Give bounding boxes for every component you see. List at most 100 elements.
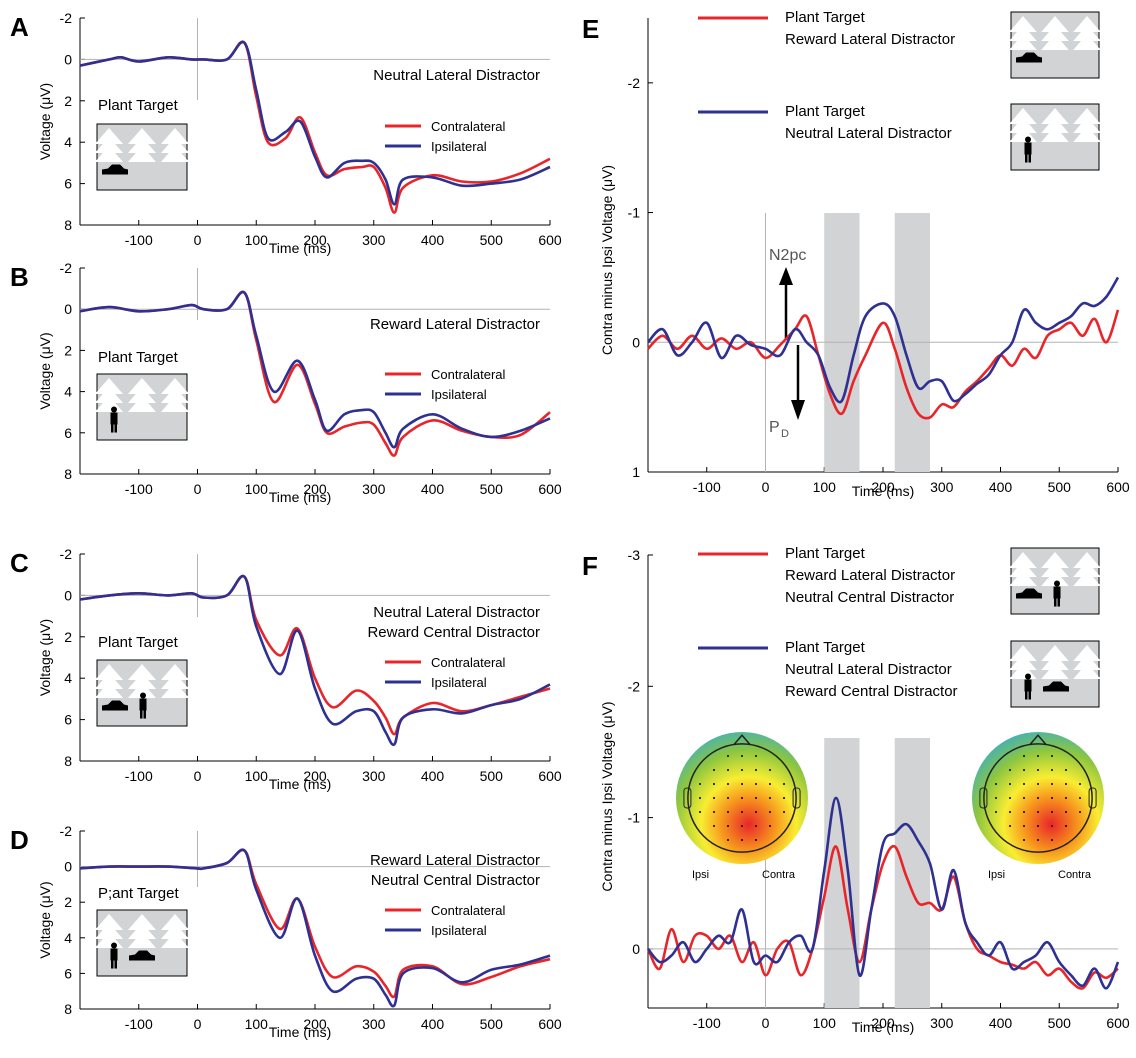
electrode-dot — [741, 769, 743, 771]
tree-icon — [1041, 663, 1069, 679]
y-tick-label: 2 — [64, 342, 72, 358]
x-tick-label: 100 — [245, 481, 269, 497]
analysis-window — [894, 738, 930, 1008]
x-tick-label: 500 — [480, 768, 504, 784]
y-axis-label: Voltage (μV) — [37, 332, 53, 409]
x-tick-label: 200 — [871, 479, 895, 495]
person-leg-icon — [114, 424, 117, 433]
electrode-dot — [755, 825, 757, 827]
legend-label: Neutral Lateral Distractor — [785, 125, 952, 142]
electrode-dot — [755, 769, 757, 771]
x-tick-label: -100 — [125, 768, 153, 784]
electrode-dot — [699, 797, 701, 799]
electrode-dot — [741, 797, 743, 799]
ear-icon — [1088, 787, 1097, 809]
electrode-dot — [727, 797, 729, 799]
panel-letter: E — [582, 14, 599, 44]
y-tick-label: -2 — [60, 823, 73, 839]
x-tick-label: 600 — [538, 232, 562, 248]
electrode-dot — [1009, 769, 1011, 771]
person-head-icon — [1054, 580, 1060, 587]
legend-label: Plant Target — [785, 639, 866, 656]
electrode-dot — [755, 783, 757, 785]
electrode-dot — [995, 811, 997, 813]
person-leg-icon — [140, 710, 143, 719]
electrode-dot — [1079, 783, 1081, 785]
electrode-dot — [1023, 825, 1025, 827]
tree-icon — [94, 146, 124, 162]
tree-icon — [94, 664, 124, 680]
electrode-dot — [995, 783, 997, 785]
target-label: Plant Target — [98, 349, 179, 366]
panel-b: -2 0 2 4 6 8 -100 0 100 200 300 400 500 600 B Time (ms)… — [10, 260, 562, 505]
tree-icon — [127, 664, 157, 680]
electrode-dot — [741, 839, 743, 841]
y-tick-label: -2 — [60, 10, 73, 26]
electrode-dot — [741, 783, 743, 785]
y-tick-label: 0 — [632, 334, 640, 350]
tree-icon — [160, 387, 190, 403]
person-head-icon — [111, 406, 117, 413]
legend-label: Neutral Central Distractor — [785, 589, 954, 606]
electrode-dot — [1037, 783, 1039, 785]
panel-e: -2 -1 0 1 -100 0 100 200 300 400 500 600 E Time (ms) C… — [582, 9, 1130, 499]
tree-icon — [1073, 34, 1101, 50]
topo-label-ipsi: Ipsi — [988, 869, 1005, 881]
x-tick-label: 0 — [194, 1016, 202, 1032]
electrode-dot — [755, 839, 757, 841]
x-tick-label: 400 — [989, 479, 1013, 495]
electrode-dot — [713, 797, 715, 799]
tree-icon — [1073, 25, 1101, 41]
person-leg-icon — [1057, 598, 1060, 607]
series-ipsilateral-line — [79, 574, 551, 747]
person-icon — [110, 948, 118, 961]
tree-icon — [160, 664, 190, 680]
panel-c: -2 0 2 4 6 8 -100 0 100 200 300 400 500 600 C Time (ms)… — [10, 546, 562, 792]
x-axis-label: Time (ms) — [269, 240, 331, 256]
tree-icon — [94, 673, 124, 689]
tree-icon — [160, 137, 190, 153]
y-tick-label: 4 — [64, 134, 72, 150]
legend-label: Contralateral — [431, 655, 506, 670]
electrode-dot — [769, 769, 771, 771]
tree-icon — [127, 387, 157, 403]
person-icon — [1024, 679, 1032, 692]
car-icon — [102, 164, 128, 175]
x-tick-label: -100 — [125, 232, 153, 248]
topo-label-contra: Contra — [762, 869, 796, 881]
electrode-dot — [741, 825, 743, 827]
electrode-dot — [699, 811, 701, 813]
tree-icon — [94, 378, 124, 394]
y-tick-label: 0 — [64, 587, 72, 603]
legend-label: Reward Lateral Distractor — [785, 31, 955, 48]
tree-icon — [160, 914, 190, 930]
y-tick-label: 4 — [64, 670, 72, 686]
tree-icon — [1041, 16, 1069, 32]
scalp-topography: Ipsi Contra — [972, 732, 1104, 881]
y-tick-label: 6 — [64, 712, 72, 728]
tree-icon — [1041, 645, 1069, 661]
x-tick-label: -100 — [125, 1016, 153, 1032]
electrode-dot — [783, 811, 785, 813]
electrode-dot — [769, 783, 771, 785]
x-tick-label: 500 — [1048, 1015, 1072, 1031]
tree-icon — [1073, 645, 1101, 661]
legend-label: Reward Central Distractor — [785, 683, 958, 700]
tree-icon — [1041, 570, 1069, 586]
tree-icon — [1041, 561, 1069, 577]
arrow-up-icon — [779, 267, 793, 285]
tree-icon — [160, 673, 190, 689]
scalp-topography: Ipsi Contra — [676, 732, 808, 881]
tree-icon — [127, 378, 157, 394]
y-tick-label: -2 — [60, 260, 73, 276]
y-axis-label: Voltage (μV) — [37, 83, 53, 160]
scene-thumbnail — [94, 659, 190, 727]
x-tick-label: 100 — [245, 232, 269, 248]
condition-label: Reward Lateral Distractor — [370, 852, 540, 869]
electrode-dot — [995, 797, 997, 799]
person-head-icon — [111, 942, 117, 949]
person-leg-icon — [1025, 154, 1028, 163]
tree-icon — [1009, 25, 1037, 41]
y-axis-label: Voltage (μV) — [37, 619, 53, 696]
x-tick-label: 200 — [871, 1015, 895, 1031]
